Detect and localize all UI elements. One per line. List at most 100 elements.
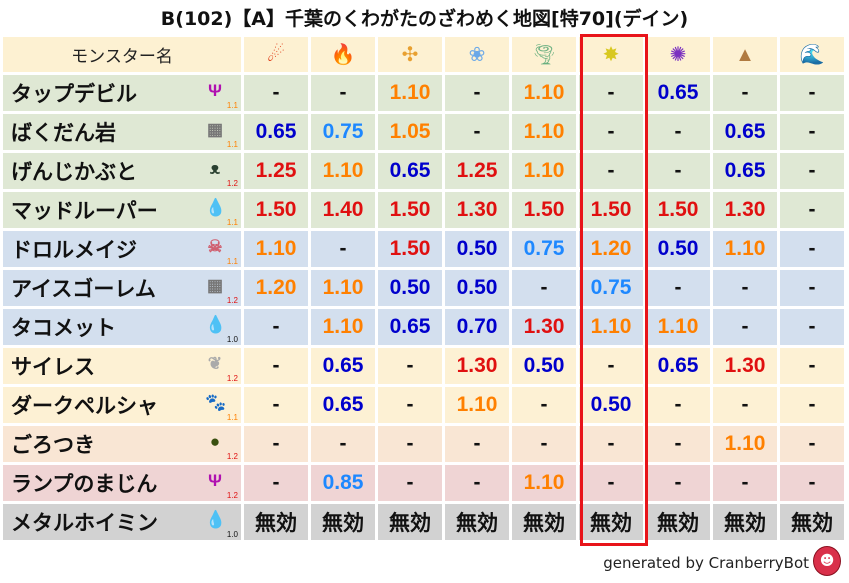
- header-row: モンスター名 ☄ 🔥 ✣ ❀ 🌪 ✸ ✺ ▲ 🌊: [3, 37, 844, 72]
- resistance-value: 無効: [646, 504, 710, 540]
- resistance-value: 0.50: [579, 387, 643, 423]
- bug-icon: ᴥ: [209, 159, 221, 178]
- resistance-value: -: [244, 426, 308, 462]
- resistance-value: 0.75: [579, 270, 643, 306]
- slime-icon: 💧: [205, 510, 227, 529]
- monster-name-cell: ばくだん岩 ▦ 1.1: [3, 114, 241, 150]
- resistance-value: 1.25: [445, 153, 509, 189]
- resistance-value: 0.70: [445, 309, 509, 345]
- resistance-value: 1.50: [646, 192, 710, 228]
- table-row: マッドルーパー 💧 1.1 1.50 1.40 1.50 1.30 1.50 1.50 1.5…: [3, 192, 844, 228]
- trident-icon: Ψ: [208, 81, 222, 100]
- resistance-value: -: [244, 75, 308, 111]
- water-icon: 🌊: [799, 43, 825, 66]
- resistance-value: 0.85: [311, 465, 375, 501]
- resistance-value: -: [713, 75, 777, 111]
- water-drop-icon: 💧: [205, 198, 227, 217]
- resistance-value: 無効: [512, 504, 576, 540]
- resistance-value: 1.50: [579, 192, 643, 228]
- resistance-value: 無効: [780, 504, 844, 540]
- resistance-value: 0.65: [378, 309, 442, 345]
- fireball-icon: ☄: [267, 43, 285, 66]
- hooded-icon: ●: [209, 432, 221, 451]
- monster-name: タップデビル: [11, 83, 137, 106]
- resistance-value: -: [713, 465, 777, 501]
- element-header: ❀: [445, 37, 509, 72]
- darkness-icon: ✺: [669, 43, 687, 66]
- resistance-value: 0.65: [378, 153, 442, 189]
- resistance-value: -: [646, 153, 710, 189]
- resistance-value: 1.30: [512, 309, 576, 345]
- element-header: ✸: [579, 37, 643, 72]
- monster-name-cell: メタルホイミン 💧 1.0: [3, 504, 241, 540]
- resistance-value: 1.10: [512, 114, 576, 150]
- monster-name: アイスゴーレム: [11, 278, 156, 301]
- multiplier-label: 1.2: [226, 374, 238, 383]
- element-header: ✺: [646, 37, 710, 72]
- water-drop-icon: 💧: [205, 315, 227, 334]
- resistance-value: 1.30: [713, 348, 777, 384]
- monster-name-cell: ごろつき ● 1.2: [3, 426, 241, 462]
- table-row: サイレス ❦ 1.2-0.65-1.30 0.50-0.65 1.30-: [3, 348, 844, 384]
- resistance-value: 1.10: [311, 309, 375, 345]
- resistance-value: 1.30: [445, 192, 509, 228]
- resistance-value: -: [713, 270, 777, 306]
- multiplier-label: 1.1: [226, 257, 238, 266]
- lightning-icon: ✸: [602, 43, 620, 66]
- resistance-value: -: [311, 231, 375, 267]
- table-row: ドロルメイジ ☠ 1.1 1.10-1.50 0.50 0.75 1.20 0.50 1.1…: [3, 231, 844, 267]
- resistance-value: -: [646, 114, 710, 150]
- resistance-value: -: [579, 426, 643, 462]
- resistance-value: 0.75: [311, 114, 375, 150]
- resistance-value: 0.65: [713, 114, 777, 150]
- resistance-value: 無効: [579, 504, 643, 540]
- resistance-value: 1.10: [244, 231, 308, 267]
- monster-name-cell: ダークペルシャ 🐾 1.1: [3, 387, 241, 423]
- monster-name: げんじかぶと: [11, 161, 137, 184]
- resistance-value: 1.10: [713, 426, 777, 462]
- multiplier-label: 1.2: [226, 491, 238, 500]
- resistance-value: 0.65: [244, 114, 308, 150]
- resistance-value: -: [311, 75, 375, 111]
- resistance-value: 無効: [244, 504, 308, 540]
- paw-icon: 🐾: [205, 393, 227, 412]
- monster-name: ごろつき: [11, 434, 95, 457]
- element-header: 🔥: [311, 37, 375, 72]
- ice-icon: ❀: [468, 43, 486, 66]
- monster-name: メタルホイミン: [11, 512, 158, 535]
- trident-icon: Ψ: [208, 471, 222, 490]
- resistance-value: 1.10: [646, 309, 710, 345]
- multiplier-label: 1.2: [226, 296, 238, 305]
- monster-name: ばくだん岩: [11, 122, 116, 145]
- resistance-value: -: [646, 465, 710, 501]
- table-row: タップデビル Ψ 1.1- -1.10-1.10-0.65- -: [3, 75, 844, 111]
- monster-name-cell: げんじかぶと ᴥ 1.2: [3, 153, 241, 189]
- resistance-value: -: [646, 426, 710, 462]
- resistance-value: -: [311, 426, 375, 462]
- resistance-value: -: [512, 270, 576, 306]
- resistance-value: 1.30: [713, 192, 777, 228]
- table-row: ランプのまじん Ψ 1.2-0.85- -1.10- - - -: [3, 465, 844, 501]
- monster-name-cell: サイレス ❦ 1.2: [3, 348, 241, 384]
- resistance-value: 1.20: [244, 270, 308, 306]
- resistance-value: 1.10: [713, 231, 777, 267]
- resistance-value: 0.75: [512, 231, 576, 267]
- table-row: メタルホイミン 💧 1.0 無効 無効 無効 無効 無効 無効 無効 無効 無効: [3, 504, 844, 540]
- monster-name-cell: アイスゴーレム ▦ 1.2: [3, 270, 241, 306]
- resistance-value: -: [445, 426, 509, 462]
- brick-icon: ▦: [206, 276, 224, 295]
- multiplier-label: 1.0: [226, 530, 238, 539]
- multiplier-label: 1.1: [226, 101, 238, 110]
- resistance-value: 0.50: [445, 231, 509, 267]
- page-title: B(102)【A】千葉のくわがたのざわめく地図[特70](デイン): [160, 8, 689, 30]
- resistance-value: -: [244, 348, 308, 384]
- resistance-value: -: [579, 75, 643, 111]
- resistance-value: -: [378, 387, 442, 423]
- monster-name: タコメット: [11, 317, 116, 340]
- resistance-table: モンスター名 ☄ 🔥 ✣ ❀ 🌪 ✸ ✺ ▲ 🌊 タップデビル Ψ 1.1- -1.10-1.10…: [0, 34, 847, 543]
- monster-name: ダークペルシャ: [11, 395, 158, 418]
- resistance-value: -: [512, 426, 576, 462]
- element-header: ▲: [713, 37, 777, 72]
- resistance-value: -: [579, 153, 643, 189]
- resistance-value: 1.10: [512, 75, 576, 111]
